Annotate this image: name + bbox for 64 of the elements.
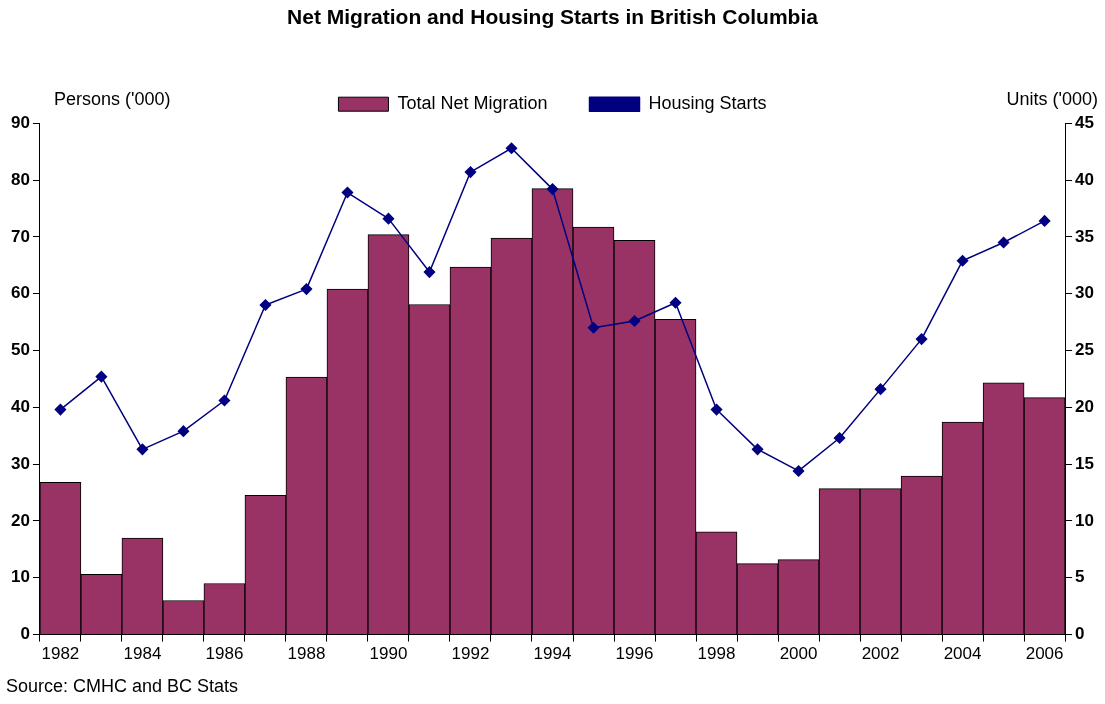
- y2-tick-label: 0: [1075, 624, 1085, 644]
- point: [1038, 215, 1051, 227]
- x-tick-label: 1982: [41, 644, 80, 664]
- y-tick-label: 60: [10, 283, 30, 303]
- legend-label: Total Net Migration: [397, 93, 548, 114]
- x-tick-label: 1998: [697, 644, 736, 664]
- point: [546, 183, 559, 195]
- x-tick-label: 2002: [861, 644, 900, 664]
- y-axis-title: Persons ('000): [54, 89, 171, 110]
- point: [341, 186, 354, 199]
- point: [751, 443, 764, 456]
- x-tick-label: 2006: [1025, 644, 1064, 664]
- y-tick-label: 50: [10, 340, 30, 360]
- source-note: Source: CMHC and BC Stats: [6, 675, 239, 696]
- point: [423, 266, 436, 278]
- point: [464, 166, 477, 178]
- point: [669, 297, 682, 309]
- x-tick-label: 1984: [123, 644, 162, 664]
- y-tick-label: 70: [10, 226, 30, 246]
- point: [259, 299, 272, 311]
- chart-title: Net Migration and Housing Starts in British Columbia: [287, 5, 819, 29]
- y2-axis-title: Units ('000): [1006, 89, 1098, 110]
- legend-label: Housing Starts: [648, 93, 767, 114]
- point: [505, 142, 518, 154]
- y2-tick-label: 30: [1075, 283, 1095, 303]
- point: [956, 254, 969, 267]
- point: [874, 383, 887, 395]
- x-tick-label: 1996: [615, 644, 654, 664]
- x-tick-label: 1990: [369, 644, 408, 664]
- point: [382, 212, 395, 225]
- x-tick-label: 2004: [943, 644, 982, 664]
- point: [833, 432, 846, 444]
- point: [177, 425, 190, 437]
- y2-tick-label: 40: [1075, 169, 1095, 189]
- y2-tick-label: 35: [1075, 226, 1095, 246]
- x-tick-label: 1994: [533, 644, 572, 664]
- y2-tick-label: 5: [1075, 567, 1085, 587]
- y-tick-label: 10: [10, 567, 30, 587]
- y2-tick-label: 10: [1075, 510, 1095, 530]
- y-tick-label: 30: [10, 453, 30, 473]
- point: [792, 465, 805, 477]
- point: [54, 403, 67, 416]
- point: [136, 443, 149, 456]
- y-tick-label: 90: [10, 112, 30, 132]
- x-tick-label: 1988: [287, 644, 326, 664]
- x-tick-label: 2000: [779, 644, 818, 664]
- y2-tick-label: 20: [1075, 397, 1095, 416]
- y-tick-label: 20: [10, 510, 30, 530]
- point: [95, 370, 108, 383]
- y-tick-label: 80: [10, 169, 30, 189]
- point: [218, 394, 231, 407]
- point: [628, 315, 641, 327]
- point: [915, 333, 928, 345]
- y2-tick-label: 15: [1075, 453, 1095, 473]
- y2-tick-label: 45: [1075, 112, 1095, 132]
- x-tick-label: 1992: [451, 644, 490, 664]
- point: [300, 283, 313, 295]
- point: [587, 322, 600, 334]
- point: [997, 236, 1010, 249]
- y2-tick-label: 25: [1075, 340, 1095, 360]
- y-tick-label: 40: [10, 397, 30, 416]
- x-tick-label: 1986: [205, 644, 244, 664]
- y-tick-label: 0: [20, 624, 30, 644]
- point: [710, 403, 723, 416]
